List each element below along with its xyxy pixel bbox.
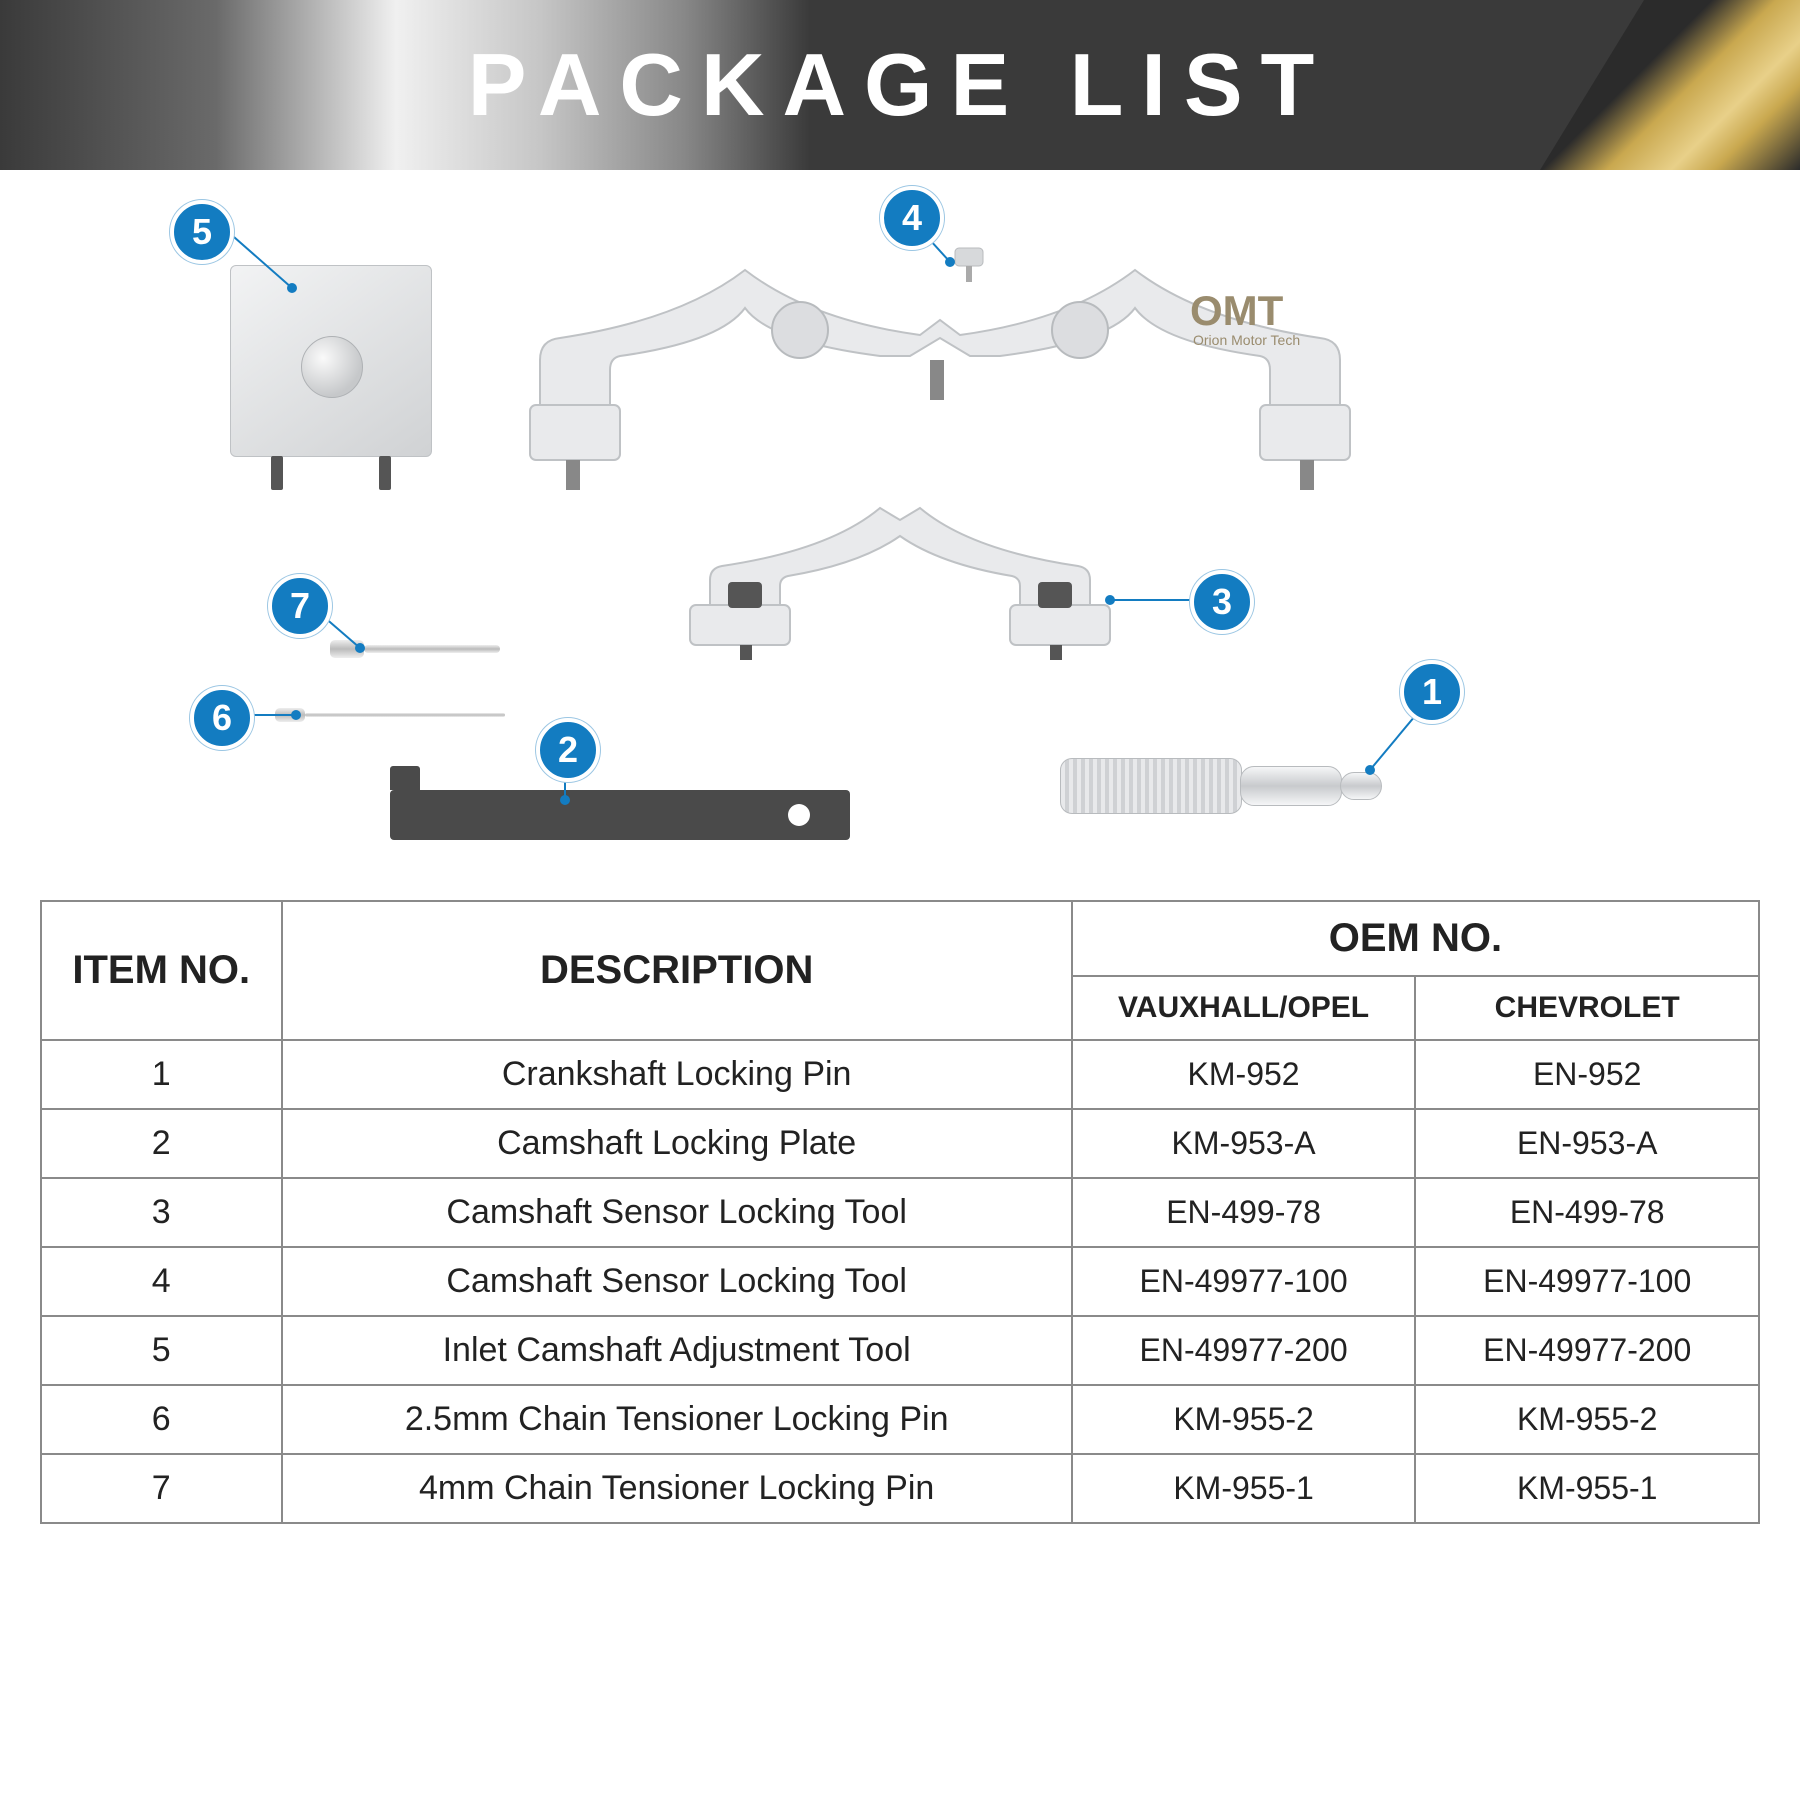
cell-oem1: KM-952: [1072, 1040, 1416, 1109]
cell-desc: 2.5mm Chain Tensioner Locking Pin: [282, 1385, 1072, 1454]
cell-desc: Crankshaft Locking Pin: [282, 1040, 1072, 1109]
callout-1: 1: [1400, 660, 1464, 724]
callout-6-number: 6: [190, 686, 254, 750]
cell-oem1: EN-49977-200: [1072, 1316, 1416, 1385]
th-oem-sub1: VAUXHALL/OPEL: [1072, 976, 1416, 1040]
cell-oem2: EN-953-A: [1415, 1109, 1759, 1178]
th-oem: OEM NO.: [1072, 901, 1759, 976]
table-row: 7 4mm Chain Tensioner Locking Pin KM-955…: [41, 1454, 1759, 1523]
diagram: OMT Orion Motor Tech: [0, 170, 1800, 900]
cell-oem1: KM-955-1: [1072, 1454, 1416, 1523]
cell-desc: Camshaft Sensor Locking Tool: [282, 1247, 1072, 1316]
table-row: 5 Inlet Camshaft Adjustment Tool EN-4997…: [41, 1316, 1759, 1385]
table-row: 3 Camshaft Sensor Locking Tool EN-499-78…: [41, 1178, 1759, 1247]
th-item: ITEM NO.: [41, 901, 282, 1040]
table-row: 1 Crankshaft Locking Pin KM-952 EN-952: [41, 1040, 1759, 1109]
cell-oem1: KM-953-A: [1072, 1109, 1416, 1178]
cell-desc: Inlet Camshaft Adjustment Tool: [282, 1316, 1072, 1385]
table-header-row: ITEM NO. DESCRIPTION OEM NO.: [41, 901, 1759, 976]
cell-item: 4: [41, 1247, 282, 1316]
cell-item: 5: [41, 1316, 282, 1385]
callout-3: 3: [1190, 570, 1254, 634]
callout-4: 4: [880, 186, 944, 250]
callout-1-number: 1: [1400, 660, 1464, 724]
cell-desc: Camshaft Sensor Locking Tool: [282, 1178, 1072, 1247]
cell-oem2: KM-955-1: [1415, 1454, 1759, 1523]
leader-lines: [0, 170, 1800, 900]
cell-oem1: EN-499-78: [1072, 1178, 1416, 1247]
callout-7-number: 7: [268, 574, 332, 638]
callout-7: 7: [268, 574, 332, 638]
th-oem-sub2: CHEVROLET: [1415, 976, 1759, 1040]
cell-oem1: KM-955-2: [1072, 1385, 1416, 1454]
cell-oem1: EN-49977-100: [1072, 1247, 1416, 1316]
cell-oem2: EN-499-78: [1415, 1178, 1759, 1247]
table-row: 4 Camshaft Sensor Locking Tool EN-49977-…: [41, 1247, 1759, 1316]
cell-oem2: EN-49977-100: [1415, 1247, 1759, 1316]
th-desc: DESCRIPTION: [282, 901, 1072, 1040]
cell-oem2: EN-952: [1415, 1040, 1759, 1109]
callout-2-number: 2: [536, 718, 600, 782]
callout-6: 6: [190, 686, 254, 750]
cell-item: 7: [41, 1454, 282, 1523]
callout-5-number: 5: [170, 200, 234, 264]
cell-item: 3: [41, 1178, 282, 1247]
cell-oem2: EN-49977-200: [1415, 1316, 1759, 1385]
cell-desc: Camshaft Locking Plate: [282, 1109, 1072, 1178]
cell-oem2: KM-955-2: [1415, 1385, 1759, 1454]
cell-item: 6: [41, 1385, 282, 1454]
banner-title: PACKAGE LIST: [468, 34, 1333, 136]
table-row: 6 2.5mm Chain Tensioner Locking Pin KM-9…: [41, 1385, 1759, 1454]
cell-item: 1: [41, 1040, 282, 1109]
callout-4-number: 4: [880, 186, 944, 250]
table-row: 2 Camshaft Locking Plate KM-953-A EN-953…: [41, 1109, 1759, 1178]
callout-2: 2: [536, 718, 600, 782]
callout-3-number: 3: [1190, 570, 1254, 634]
page: PACKAGE LIST OMT Orion Motor Tech: [0, 0, 1800, 1800]
cell-item: 2: [41, 1109, 282, 1178]
package-table: ITEM NO. DESCRIPTION OEM NO. VAUXHALL/OP…: [40, 900, 1760, 1524]
banner: PACKAGE LIST: [0, 0, 1800, 170]
cell-desc: 4mm Chain Tensioner Locking Pin: [282, 1454, 1072, 1523]
callout-5: 5: [170, 200, 234, 264]
